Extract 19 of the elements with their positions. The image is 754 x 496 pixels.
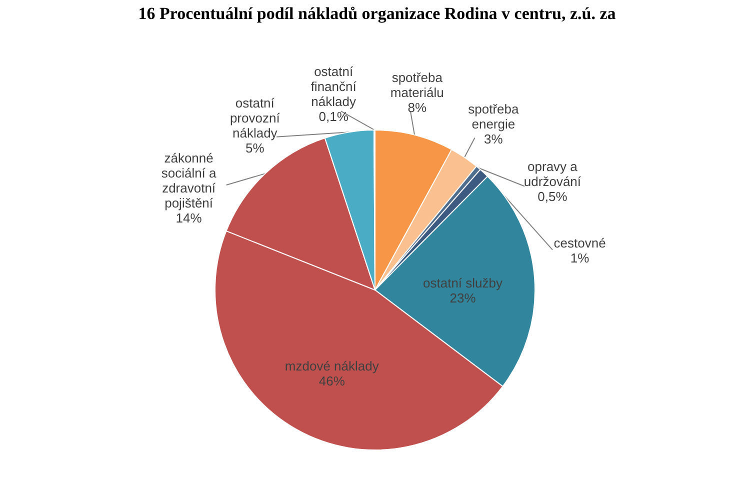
slice-label: opravy a udržování — [524, 158, 582, 189]
slice-label: cestovné — [554, 236, 606, 251]
data-label: 0,5% — [538, 188, 568, 204]
data-label: 0,1% — [318, 108, 349, 124]
slice-label: ostatní služby — [423, 276, 504, 291]
data-label: 23% — [450, 290, 476, 306]
slice-label: spotřeba materiálu — [390, 70, 444, 100]
slice-label: spotřeba energie — [468, 101, 520, 132]
data-label: 5% — [245, 140, 265, 156]
data-label: 8% — [408, 100, 427, 116]
slice-label: mzdové náklady — [284, 358, 380, 374]
data-label: 1% — [570, 250, 590, 266]
data-label: 46% — [318, 374, 346, 389]
slice-label: ostatní finanční náklady — [310, 64, 357, 109]
slice-label: zákonné sociální a zdravotní pojištění — [161, 150, 218, 210]
data-label: 3% — [484, 131, 504, 146]
chart-title: 16 Procentuální podíl nákladů organizace Rodina v centru, z.ú. za — [138, 4, 616, 23]
data-label: 14% — [176, 210, 202, 226]
slice-label: ostatní provozní náklady — [230, 95, 280, 140]
